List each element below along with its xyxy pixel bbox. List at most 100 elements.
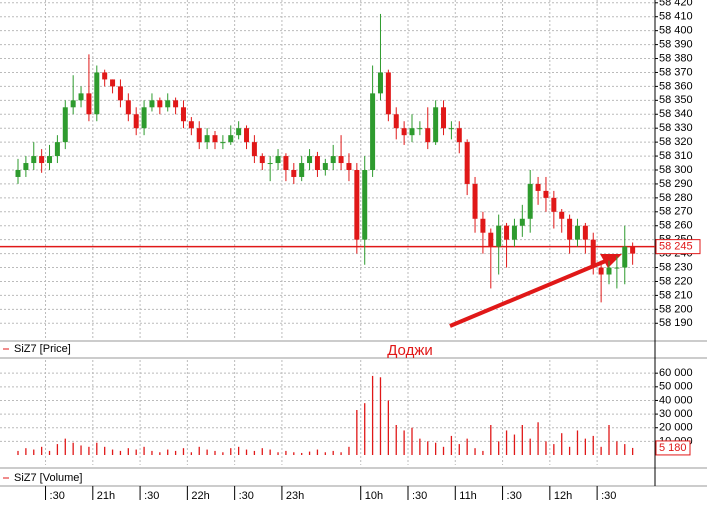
candle-body	[70, 100, 76, 108]
price-level-box	[655, 239, 701, 255]
candle-body	[204, 135, 210, 143]
candle-body	[598, 267, 604, 275]
candle-body	[157, 100, 163, 108]
panel-label: SiZ7 [Volume]	[14, 472, 82, 484]
candle-body	[196, 128, 202, 143]
candle-body	[102, 72, 108, 80]
candle-body	[78, 93, 84, 101]
candle-body	[125, 100, 131, 115]
candle-body	[551, 197, 557, 212]
candle-body	[519, 218, 525, 226]
candle-body	[472, 183, 478, 219]
y-tick-label: 58 300	[659, 164, 693, 176]
candle-body	[385, 72, 391, 115]
y-tick-label: 58 190	[659, 317, 693, 329]
panel-label: SiZ7 [Price]	[14, 343, 71, 355]
candle-body	[117, 86, 123, 101]
candle-body	[133, 114, 139, 129]
x-tick-label: 22h	[191, 490, 209, 502]
candle-body	[543, 190, 549, 198]
candle-body	[251, 142, 257, 157]
x-tick-label: :30	[50, 490, 65, 502]
candle-body	[409, 128, 415, 136]
candle-body	[590, 239, 596, 268]
candle-body	[496, 225, 502, 247]
y-tick-label: 58 310	[659, 150, 693, 162]
candle-body	[504, 225, 510, 240]
x-tick-label: :30	[239, 490, 254, 502]
candle-body	[362, 170, 368, 240]
candle-body	[370, 93, 376, 170]
candle-body	[433, 107, 439, 143]
candle-body	[39, 156, 45, 164]
y-tick-label: 58 270	[659, 206, 693, 218]
y2-tick-label: 30 000	[659, 408, 693, 420]
y-tick-label: 58 280	[659, 192, 693, 204]
candle-body	[220, 142, 226, 144]
x-tick-label: 11h	[459, 490, 477, 502]
y-tick-label: 58 290	[659, 178, 693, 190]
candle-body	[275, 156, 281, 164]
candle-body	[535, 183, 541, 191]
candle-body	[346, 163, 352, 170]
y2-tick-label: 20 000	[659, 422, 693, 434]
y-tick-label: 58 230	[659, 261, 693, 273]
candle-body	[141, 107, 147, 129]
candle-body	[244, 128, 250, 143]
x-tick-label: 21h	[97, 490, 115, 502]
candle-body	[441, 107, 447, 129]
arrow	[449, 258, 609, 328]
y-tick-label: 58 260	[659, 220, 693, 232]
candle-body	[488, 232, 494, 247]
y-tick-label: 58 350	[659, 94, 693, 106]
candle-body	[330, 156, 336, 164]
candle-body	[401, 128, 407, 136]
candle-body	[559, 211, 565, 219]
x-tick-label: 10h	[365, 490, 383, 502]
annotation: Доджи	[387, 342, 433, 359]
candle-body	[622, 246, 628, 268]
candle-body	[110, 79, 116, 87]
candle-body	[322, 163, 328, 170]
y-tick-label: 58 360	[659, 80, 693, 92]
candle-body	[86, 93, 92, 115]
candle-body	[314, 156, 320, 170]
y-tick-label: 58 340	[659, 108, 693, 120]
candle-body	[54, 142, 60, 157]
candle-body	[94, 72, 100, 115]
candle-body	[527, 183, 533, 219]
candle-body	[299, 163, 305, 177]
candle-body	[354, 170, 360, 240]
candle-body	[31, 156, 37, 164]
candle-body	[582, 225, 588, 240]
candle-body	[165, 100, 171, 108]
candle-body	[307, 156, 313, 164]
x-tick-label: :30	[601, 490, 616, 502]
candle-body	[614, 267, 620, 269]
candle-body	[212, 135, 218, 143]
candle-body	[259, 156, 265, 164]
candle-body	[417, 128, 423, 130]
candle-body	[180, 107, 186, 122]
y-tick-label: 58 410	[659, 11, 693, 23]
candle-body	[456, 128, 462, 143]
candle-body	[47, 156, 53, 164]
candle-body	[173, 100, 179, 108]
y-tick-label: 58 380	[659, 52, 693, 64]
x-tick-label: 12h	[554, 490, 572, 502]
y-tick-label: 58 330	[659, 122, 693, 134]
candle-body	[425, 128, 431, 143]
candle-body	[62, 107, 68, 143]
price-level-label: 58 245	[659, 241, 693, 253]
x-tick-label: 23h	[286, 490, 304, 502]
candle-body	[283, 156, 289, 170]
candle-body	[267, 163, 273, 165]
candle-body	[606, 267, 612, 275]
candle-body	[228, 135, 234, 143]
candle-body	[393, 114, 399, 129]
candle-body	[630, 246, 636, 254]
y-tick-label: 58 420	[659, 0, 693, 9]
y-tick-label: 58 210	[659, 289, 693, 301]
volume-marker-box	[655, 440, 691, 456]
